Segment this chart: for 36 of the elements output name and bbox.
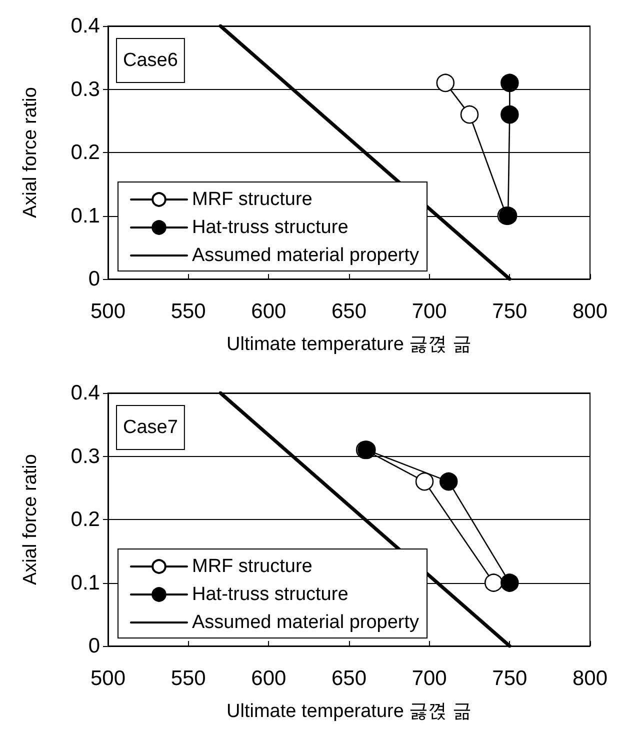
x-tick-label: 500 [90,300,126,323]
x-tick-label: 800 [572,667,608,690]
x-tick-label: 800 [572,300,608,323]
x-tick-label: 550 [170,667,206,690]
y-tick-label: 0.2 [70,141,100,164]
y-tick-label: 0.1 [70,571,100,594]
x-tick-label: 700 [412,300,447,323]
legend-label: Assumed material property [192,245,420,266]
x-tick-label: 500 [90,667,126,690]
x-tick-label: 750 [492,300,528,323]
y-tick-label: 0.2 [70,508,100,531]
x-tick-label: 600 [251,300,286,323]
x-tick-label: 700 [412,667,447,690]
x-tick-label: 750 [492,667,528,690]
legend-label: Assumed material property [192,612,420,633]
x-tick-label: 650 [331,667,367,690]
x-tick-label: 550 [170,300,206,323]
y-tick-label: 0 [88,268,100,290]
y-axis-title: Axial force ratio [20,87,41,218]
x-tick-label: 600 [251,667,286,690]
y-axis-title: Axial force ratio [20,454,41,585]
legend-label: MRF structure [192,189,312,210]
annotation: Case6 [123,50,178,71]
y-tick-label: 0.4 [70,382,100,404]
x-tick-label: 650 [331,300,367,323]
y-tick-label: 0.3 [70,444,100,468]
y-tick-label: 0.1 [70,204,100,228]
y-tick-label: 0.4 [70,14,100,38]
y-tick-label: 0 [88,634,100,658]
legend-label: Hat-truss structure [192,584,348,605]
x-axis-title: Ultimate temperature 긇껹 긂 [226,701,472,722]
x-axis-title: Ultimate temperature 긇껹 긂 [226,334,472,355]
legend-label: MRF structure [192,556,312,577]
y-tick-label: 0.3 [70,78,100,101]
legend-label: Hat-truss structure [192,217,348,238]
annotation: Case7 [123,417,178,438]
